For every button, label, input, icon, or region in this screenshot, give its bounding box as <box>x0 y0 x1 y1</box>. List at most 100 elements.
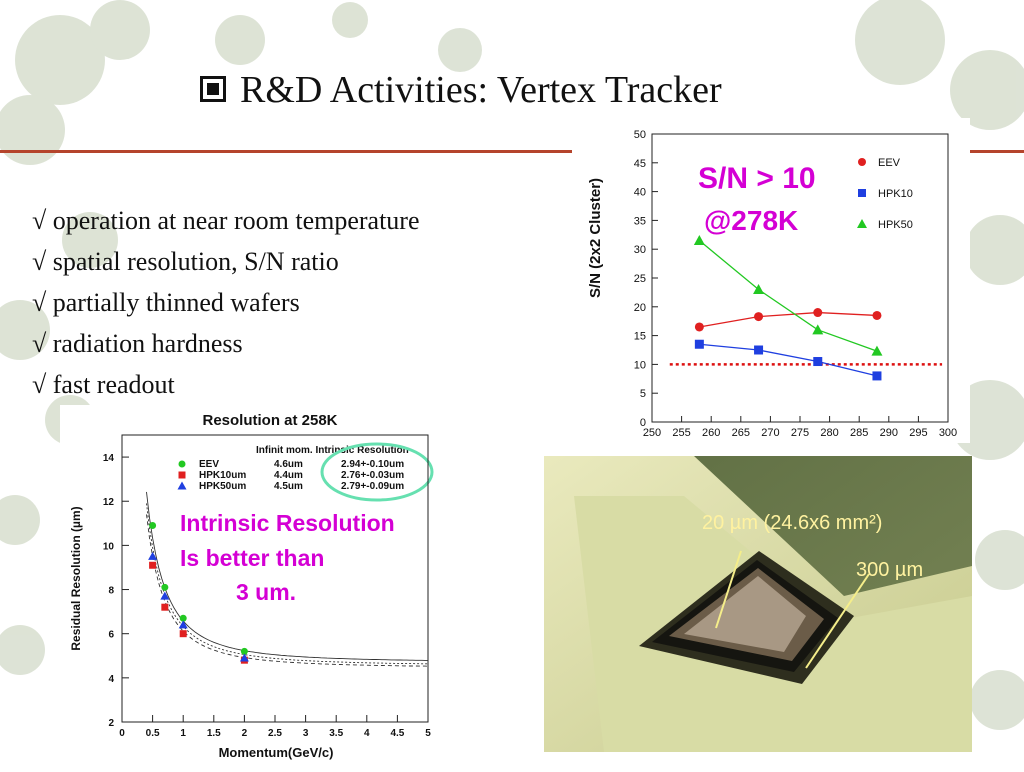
res-y-tick-label: 10 <box>103 541 115 552</box>
sn-data-point <box>754 345 764 355</box>
res-data-point <box>239 653 249 662</box>
sensor-photo-drawing: 20 µm (24.6x6 mm²) 300 µm <box>544 456 972 752</box>
sn-y-tick-label: 40 <box>634 187 646 199</box>
res-annotation-line3: 3 um. <box>236 579 296 605</box>
res-x-tick-label: 2 <box>242 728 248 739</box>
sn-data-point <box>872 371 882 381</box>
res-x-tick-label: 2.5 <box>268 728 282 739</box>
res-data-point <box>240 647 248 655</box>
sn-y-tick-label: 35 <box>634 215 646 227</box>
sn-legend-marker <box>858 158 866 166</box>
sn-y-tick-label: 45 <box>634 158 646 170</box>
bullet-item: √ partially thinned wafers <box>32 288 300 317</box>
res-data-point <box>160 591 170 600</box>
res-legend-intrinsic: 2.76+-0.03um <box>341 470 404 481</box>
sn-data-point <box>753 284 765 295</box>
title-rule <box>0 150 1024 153</box>
sensor-label-thick: 300 µm <box>856 559 923 581</box>
sn-x-tick-label: 255 <box>672 427 690 439</box>
resolution-chart: Resolution at 258K Momentum(GeV/c) Resid… <box>69 412 434 760</box>
sn-x-tick-label: 285 <box>850 427 868 439</box>
res-fit-curve <box>146 514 429 667</box>
slide-title-text: R&D Activities: Vertex Tracker <box>240 69 722 111</box>
sn-y-tick-label: 30 <box>634 244 646 256</box>
res-data-point <box>179 614 187 622</box>
res-y-tick-label: 14 <box>103 453 115 464</box>
sn-chart: S/N (2x2 Cluster) S/N > 10 @278K 0 5 10 15 2… <box>587 129 957 439</box>
sn-x-tick-label: 265 <box>732 427 750 439</box>
res-legend-name: EEV <box>199 459 219 470</box>
res-data-point <box>178 620 188 629</box>
sn-legend-label: HPK50 <box>878 219 913 231</box>
bullet-item: √ fast readout <box>32 370 175 399</box>
res-data-point <box>148 551 158 560</box>
sn-data-point <box>694 322 704 332</box>
res-legend-marker <box>177 481 187 490</box>
sn-x-tick-label: 290 <box>880 427 898 439</box>
sn-y-tick-label: 15 <box>634 331 646 343</box>
res-data-point <box>161 603 169 611</box>
res-legend-inf-mom: 4.4um <box>274 470 303 481</box>
sn-x-tick-label: 275 <box>791 427 809 439</box>
res-x-tick-label: 0.5 <box>146 728 160 739</box>
sn-x-tick-label: 300 <box>939 427 957 439</box>
sn-x-tick-label: 250 <box>643 427 661 439</box>
sn-y-tick-label: 5 <box>640 388 646 400</box>
arrow-to-sensor <box>715 550 742 629</box>
bullet-item: √ spatial resolution, S/N ratio <box>32 247 339 276</box>
res-legend-inf-mom: 4.5um <box>274 481 303 492</box>
bullet-list: √ operation at near room temperature √ s… <box>32 200 420 405</box>
res-x-axis-label: Momentum(GeV/c) <box>219 745 334 760</box>
res-x-tick-label: 3 <box>303 728 309 739</box>
arrow-to-thick-area <box>805 573 870 669</box>
sn-y-tick-label: 10 <box>634 359 646 371</box>
sn-x-tick-label: 260 <box>702 427 720 439</box>
sn-y-tick-label: 0 <box>640 417 646 429</box>
slide-title: R&D Activities: Vertex Tracker <box>200 68 722 112</box>
sn-series-line-hpk50 <box>698 240 878 352</box>
res-data-point <box>161 583 169 591</box>
resolution-chart-panel: Resolution at 258K Momentum(GeV/c) Resid… <box>60 405 442 767</box>
sn-data-point <box>812 324 824 335</box>
res-data-point <box>149 561 157 569</box>
sn-annotation-line2: @278K <box>704 205 798 236</box>
sn-chart-panel: S/N (2x2 Cluster) S/N > 10 @278K 0 5 10 15 2… <box>572 118 970 443</box>
res-chart-title: Resolution at 258K <box>202 412 337 429</box>
res-x-tick-label: 0 <box>119 728 125 739</box>
res-x-tick-label: 3.5 <box>329 728 343 739</box>
res-legend-inf-mom: 4.6um <box>274 459 303 470</box>
bullet-item: √ operation at near room temperature <box>32 206 420 235</box>
sn-data-point <box>871 345 883 356</box>
sn-series-line-eev <box>699 311 877 328</box>
sn-x-tick-label: 280 <box>820 427 838 439</box>
res-y-tick-label: 4 <box>108 674 114 685</box>
sn-x-tick-label: 295 <box>909 427 927 439</box>
res-y-axis-label: Residual Resolution (µm) <box>69 506 83 650</box>
sensor-label-thin: 20 µm (24.6x6 mm²) <box>702 512 882 534</box>
res-x-tick-label: 5 <box>425 728 431 739</box>
res-y-tick-label: 2 <box>108 718 114 729</box>
res-legend-header: Infinit mom. Intrinsic Resolution <box>256 445 409 456</box>
res-y-tick-label: 6 <box>108 630 114 641</box>
res-y-tick-label: 12 <box>103 497 115 508</box>
sn-legend-marker <box>858 189 866 197</box>
res-legend-marker <box>178 471 186 479</box>
sn-x-tick-label: 270 <box>761 427 779 439</box>
res-x-tick-label: 1.5 <box>207 728 221 739</box>
sn-y-tick-label: 50 <box>634 129 646 141</box>
sn-data-point <box>872 310 882 320</box>
sn-y-tick-label: 20 <box>634 302 646 314</box>
sn-y-tick-label: 25 <box>634 273 646 285</box>
res-x-tick-label: 4 <box>364 728 370 739</box>
sn-data-point <box>813 308 823 318</box>
highlight-ellipse <box>320 442 434 502</box>
res-x-tick-label: 1 <box>180 728 186 739</box>
sn-legend-label: EEV <box>878 157 901 169</box>
res-fit-curve <box>146 491 428 661</box>
sn-y-axis-label: S/N (2x2 Cluster) <box>587 178 604 298</box>
square-bullet-icon <box>200 76 226 103</box>
bullet-item: √ radiation hardness <box>32 329 243 358</box>
sensor-photo: 20 µm (24.6x6 mm²) 300 µm <box>544 456 972 752</box>
sn-data-point <box>754 312 764 322</box>
res-legend-intrinsic: 2.79+-0.09um <box>341 481 404 492</box>
